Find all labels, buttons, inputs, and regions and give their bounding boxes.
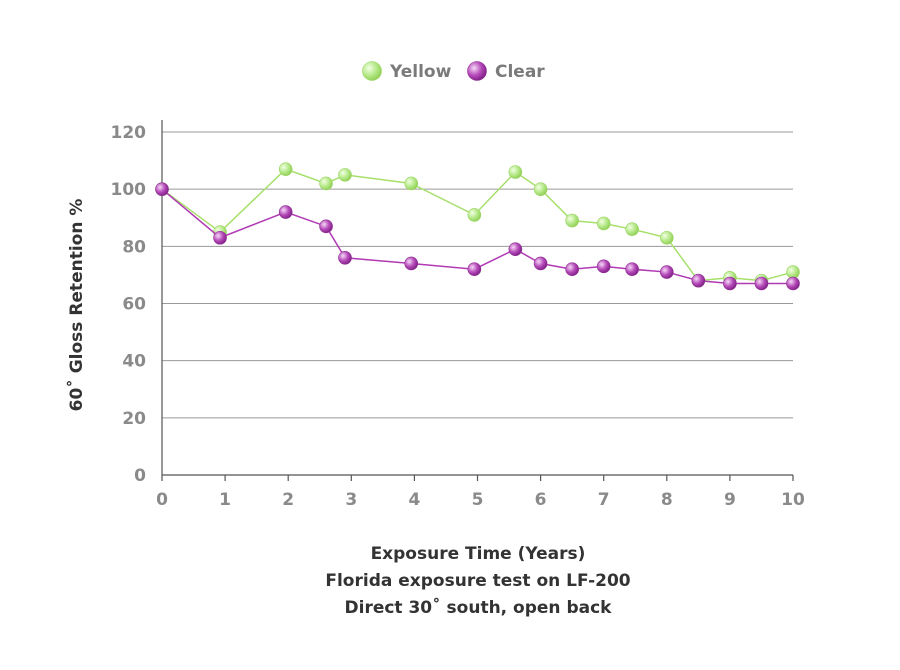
series-layer bbox=[155, 162, 800, 291]
data-point-clear bbox=[533, 256, 548, 271]
data-point-clear bbox=[278, 205, 293, 219]
data-point-yellow bbox=[565, 213, 579, 228]
x-tick-label: 4 bbox=[408, 490, 420, 510]
caption-line-1: Florida exposure test on LF-200 bbox=[325, 571, 630, 591]
x-tick-label: 2 bbox=[282, 490, 294, 510]
data-point-clear bbox=[625, 262, 639, 277]
data-point-yellow bbox=[659, 230, 674, 245]
data-point-yellow bbox=[625, 222, 639, 236]
data-point-yellow bbox=[467, 208, 482, 222]
x-tick-label: 10 bbox=[781, 490, 805, 510]
data-point-clear bbox=[319, 219, 333, 234]
y-tick-label: 120 bbox=[111, 123, 147, 143]
x-tick-label: 3 bbox=[345, 490, 357, 510]
data-point-clear bbox=[467, 262, 482, 277]
data-point-clear bbox=[723, 276, 737, 291]
data-point-clear bbox=[754, 276, 769, 291]
legend-marker-yellow bbox=[362, 61, 382, 81]
x-tick-label: 6 bbox=[535, 490, 547, 510]
y-tick-label: 0 bbox=[134, 466, 146, 486]
data-point-clear bbox=[213, 230, 227, 245]
x-tick-label: 0 bbox=[156, 490, 168, 510]
data-point-yellow bbox=[508, 165, 523, 179]
x-tick-label: 9 bbox=[724, 490, 736, 510]
x-tick-label: 1 bbox=[219, 490, 231, 510]
y-tick-label: 80 bbox=[122, 237, 146, 257]
legend-label-yellow: Yellow bbox=[389, 62, 452, 82]
data-point-yellow bbox=[533, 182, 548, 196]
data-point-clear bbox=[508, 242, 523, 256]
data-point-clear bbox=[404, 256, 419, 271]
data-point-clear bbox=[659, 265, 674, 279]
x-axis-label: Exposure Time (Years) bbox=[371, 544, 586, 564]
y-tick-label: 100 bbox=[111, 180, 147, 200]
x-tick-label: 5 bbox=[472, 490, 484, 510]
data-point-clear bbox=[786, 276, 800, 291]
legend-marker-clear bbox=[467, 61, 487, 81]
data-point-clear bbox=[155, 182, 169, 196]
y-tick-label: 40 bbox=[122, 352, 146, 372]
data-point-yellow bbox=[786, 265, 800, 279]
data-point-yellow bbox=[404, 176, 419, 191]
data-point-yellow bbox=[596, 216, 611, 231]
data-point-clear bbox=[691, 273, 706, 288]
data-point-clear bbox=[596, 259, 611, 274]
caption-line-2: Direct 30˚ south, open back bbox=[345, 596, 613, 618]
axes bbox=[161, 120, 794, 481]
y-axis-label: 60˚ Gloss Retention % bbox=[65, 199, 87, 412]
data-point-yellow bbox=[278, 162, 293, 176]
x-tick-label: 7 bbox=[598, 490, 610, 510]
data-point-yellow bbox=[338, 168, 352, 182]
data-point-clear bbox=[338, 250, 352, 265]
data-point-yellow bbox=[319, 176, 333, 191]
tick-labels: 0 20 40 60 80 100 120 0 1 2 3 4 5 6 7 8 9 10 bbox=[111, 123, 805, 510]
y-tick-label: 20 bbox=[122, 409, 146, 429]
x-tick-label: 8 bbox=[661, 490, 673, 510]
grid-lines bbox=[162, 131, 793, 419]
legend-label-clear: Clear bbox=[495, 62, 545, 82]
data-point-clear bbox=[565, 262, 579, 277]
y-tick-label: 60 bbox=[122, 295, 146, 315]
legend: Yellow Clear bbox=[362, 61, 545, 82]
